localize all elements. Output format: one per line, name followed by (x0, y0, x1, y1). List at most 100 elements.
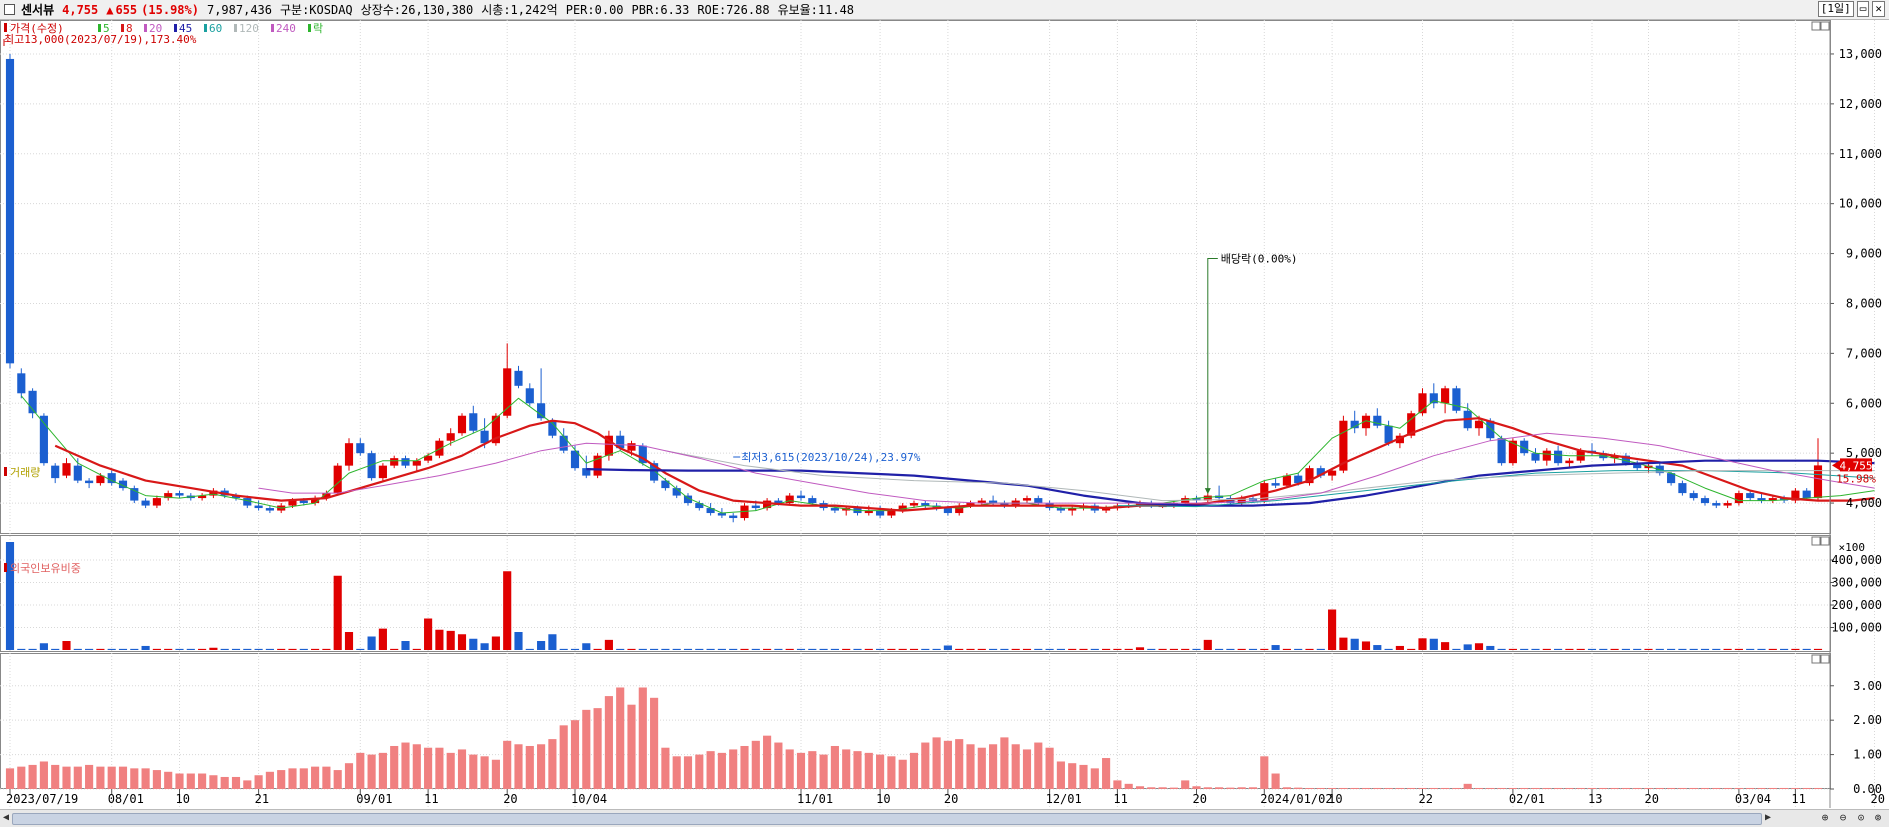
zoom-fit-icon[interactable]: ⊙ (1857, 811, 1865, 824)
candle-body (175, 493, 184, 496)
candle-body (390, 458, 399, 466)
candle-body (548, 420, 557, 436)
candle-body (446, 433, 455, 441)
period-button[interactable]: [1일] (1817, 1, 1854, 17)
foreign-ratio-bar (740, 745, 749, 789)
volume-bar (909, 648, 919, 650)
roe: ROE:726.88 (697, 2, 770, 17)
volume-title: 거래량 (10, 466, 40, 479)
per: PER:0.00 (565, 2, 624, 17)
horizontal-scrollbar[interactable]: ◀ ▶ ⊕ ⊖ ⊙ ⊚ (0, 809, 1889, 827)
foreign-ratio-bar (830, 745, 839, 789)
volume-bar (706, 648, 715, 650)
foreign-ratio-bar (1395, 787, 1404, 789)
volume-pane-max-icon (1811, 536, 1821, 546)
candle-body (1316, 468, 1325, 476)
scroll-right-icon[interactable]: ▶ (1764, 812, 1772, 823)
volume-bar (876, 648, 885, 650)
volume-bar (480, 643, 489, 650)
up-arrow-icon: ▲ (106, 2, 114, 17)
foreign-ratio-bar (1022, 749, 1032, 789)
volume-bar (1203, 639, 1212, 650)
candle-body (1520, 440, 1529, 454)
select-checkbox[interactable] (4, 4, 15, 15)
foreign-ratio-bar (1531, 787, 1540, 789)
candle-body (909, 503, 919, 506)
foreign-ratio-bar (198, 773, 207, 789)
volume-bar (1350, 638, 1359, 650)
candle-body (51, 465, 60, 479)
foreign-ratio-bar (469, 754, 478, 789)
candle-body (1610, 455, 1619, 459)
volume-bar (118, 648, 128, 650)
foreign-ratio-bar (1361, 787, 1371, 789)
stock-info-bar: 센서뷰 4,755 ▲ 655 (15.98%) 7,987,436 구분:KO… (0, 0, 1889, 20)
volume-bar (989, 648, 998, 650)
candle-body (1441, 388, 1450, 404)
foreign-ratio-bar (763, 735, 772, 789)
volume-bar (1248, 648, 1258, 650)
stock-chart[interactable]: 4,000 5,000 6,000 7,000 8,000 9,000 10,000 11,0… (0, 20, 1889, 808)
volume-bar (1599, 648, 1608, 650)
foreign-ratio-bar (1316, 787, 1325, 789)
volume-bar (401, 641, 410, 650)
foreign-ratio-bar (1079, 764, 1088, 789)
foreign-ratio-bar (1542, 787, 1551, 789)
candle-body (480, 430, 489, 444)
volume-bar (344, 632, 354, 650)
candle-body (604, 435, 613, 456)
volume-bar (17, 648, 26, 650)
candle-body (96, 475, 105, 484)
price-tick-label: 9,000 (1846, 247, 1882, 261)
volume-bar (424, 618, 433, 650)
candle-body (1633, 463, 1642, 469)
volume-bar (503, 571, 512, 650)
restore-window-icon[interactable]: ▭ (1856, 1, 1870, 17)
volume-bar (582, 643, 591, 650)
foreign-ratio-bar (616, 687, 625, 789)
foreign-ratio-bar (808, 751, 817, 789)
candle-body (1339, 420, 1348, 471)
volume-bar (5, 542, 15, 650)
candle-body (1373, 415, 1382, 426)
volume-bar (1780, 648, 1789, 650)
volume-bar (96, 648, 105, 650)
foreign-ratio-bar (1813, 787, 1823, 789)
foreign-tick-label: 1.00 (1853, 748, 1882, 762)
volume-bar (1791, 648, 1800, 650)
candle-body (1508, 440, 1517, 464)
volume-bar (1542, 648, 1551, 650)
volume-bar (1576, 648, 1585, 650)
zoom-out-icon[interactable]: ⊖ (1839, 811, 1847, 824)
candle-body (1294, 475, 1303, 484)
foreign-ratio-bar (1215, 787, 1224, 789)
zoom-in-icon[interactable]: ⊕ (1821, 811, 1829, 824)
zoom-reset-icon[interactable]: ⊚ (1874, 811, 1882, 824)
close-icon[interactable]: ✕ (1872, 1, 1885, 17)
foreign-ratio-bar (977, 747, 986, 789)
foreign-ratio-bar (28, 764, 37, 789)
scroll-left-icon[interactable]: ◀ (2, 812, 10, 823)
foreign-ratio-bar (1045, 747, 1054, 789)
foreign-ratio-bar (514, 744, 523, 789)
foreign-ratio-bar (209, 775, 218, 789)
x-tick-label: 10 (1328, 792, 1342, 806)
foreign-ratio-bar (73, 766, 82, 789)
foreign-ratio-bar (107, 766, 116, 789)
price-pane-close-icon (1820, 21, 1830, 31)
volume-bar (570, 648, 580, 650)
foreign-ratio-bar (175, 773, 184, 789)
candle-body (73, 465, 82, 481)
current-price: 4,755 (62, 2, 99, 17)
foreign-ratio-bar (1734, 787, 1743, 789)
candle-body (706, 508, 715, 514)
scroll-thumb[interactable] (12, 813, 1762, 825)
volume-bar (299, 648, 308, 650)
candle-body (864, 510, 873, 514)
volume-tick-label: 400,000 (1831, 553, 1882, 567)
volume-bar (683, 648, 693, 650)
candle-body (1531, 453, 1540, 461)
legend-marker (144, 24, 147, 32)
x-tick-label: 11/01 (797, 792, 833, 806)
legend-marker (271, 24, 274, 32)
